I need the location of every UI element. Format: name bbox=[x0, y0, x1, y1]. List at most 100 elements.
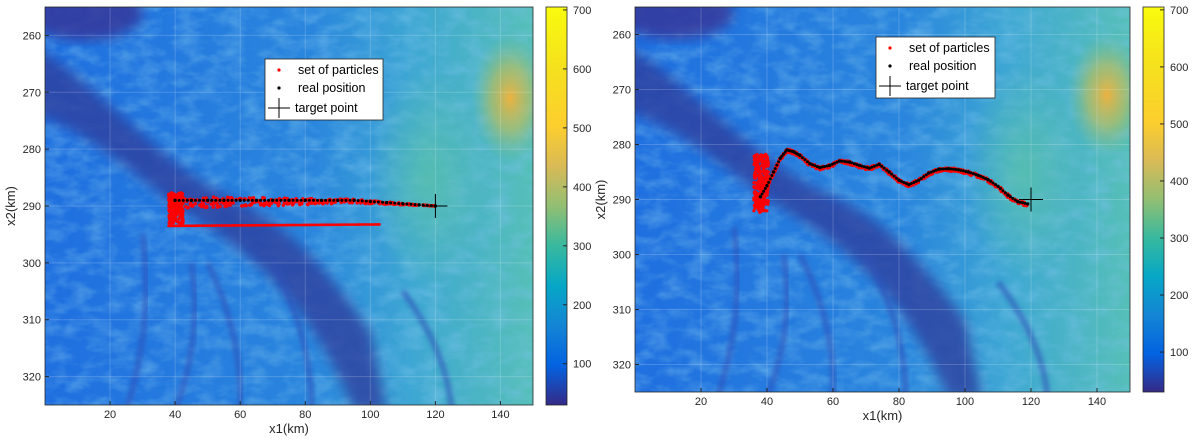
real-position-point bbox=[798, 153, 802, 158]
real-position-point bbox=[867, 166, 871, 170]
particle-point bbox=[337, 223, 340, 227]
particle-point bbox=[202, 224, 206, 228]
real-position-point bbox=[1006, 193, 1010, 197]
real-position-point bbox=[767, 180, 771, 184]
real-position-point bbox=[409, 202, 413, 206]
particle-point bbox=[294, 223, 297, 227]
real-position-point bbox=[413, 203, 417, 207]
real-position-point bbox=[996, 184, 1000, 188]
particle-point bbox=[231, 201, 235, 205]
particle-point bbox=[358, 223, 362, 226]
real-position-point bbox=[279, 198, 283, 202]
real-position-point bbox=[768, 177, 772, 181]
real-position-point bbox=[828, 163, 832, 168]
real-position-point bbox=[198, 198, 202, 202]
legend-particles-label: set of particles bbox=[298, 63, 379, 77]
real-position-point bbox=[299, 198, 303, 202]
real-position-point bbox=[892, 174, 896, 178]
particle-point bbox=[292, 223, 295, 227]
particle-cloud bbox=[167, 191, 437, 228]
particle-point bbox=[281, 203, 286, 208]
real-position-point bbox=[222, 198, 226, 203]
particle-point bbox=[340, 223, 344, 227]
real-position-point bbox=[882, 166, 886, 170]
real-position-point bbox=[389, 201, 393, 205]
x-axis-label: x1(km) bbox=[269, 421, 309, 436]
particle-point bbox=[755, 195, 759, 199]
particle-point bbox=[758, 204, 762, 208]
real-position-point bbox=[230, 198, 234, 202]
real-position-point bbox=[193, 198, 197, 202]
real-position-point bbox=[815, 165, 819, 169]
particle-point bbox=[227, 224, 231, 227]
real-position-point bbox=[949, 167, 953, 171]
real-position-point bbox=[956, 168, 961, 172]
particle-point bbox=[182, 224, 186, 228]
particle-point bbox=[229, 224, 233, 227]
particle-point bbox=[313, 223, 317, 227]
real-position-point bbox=[840, 159, 844, 163]
particle-point bbox=[243, 223, 247, 227]
real-position-point bbox=[185, 198, 189, 202]
real-position-point bbox=[259, 198, 263, 202]
real-position-point bbox=[951, 167, 955, 171]
legend-particles-label: set of particles bbox=[909, 41, 990, 55]
colorbar-tick-label: 200 bbox=[573, 300, 591, 312]
particle-point bbox=[762, 164, 766, 168]
particle-point bbox=[225, 224, 229, 227]
real-position-point bbox=[805, 160, 809, 164]
particle-point bbox=[257, 223, 260, 227]
real-position-point bbox=[971, 172, 975, 176]
particle-point bbox=[167, 214, 172, 218]
particle-point bbox=[206, 224, 210, 228]
real-position-point bbox=[250, 198, 254, 202]
real-position-point bbox=[897, 178, 901, 182]
particle-point bbox=[754, 172, 758, 176]
y-axis-label: x2(km) bbox=[3, 186, 18, 226]
particle-point bbox=[253, 223, 256, 227]
real-position-point bbox=[835, 160, 839, 164]
particle-point bbox=[752, 203, 756, 208]
real-position-point bbox=[336, 198, 340, 203]
particle-point bbox=[755, 204, 759, 208]
particle-point bbox=[240, 204, 244, 208]
real-position-point bbox=[775, 163, 779, 167]
y-tick-label: 320 bbox=[23, 372, 41, 384]
real-position-point bbox=[924, 173, 928, 177]
real-position-point bbox=[944, 167, 948, 171]
particle-point bbox=[169, 224, 172, 228]
particle-point bbox=[761, 203, 765, 207]
real-position-point bbox=[287, 198, 291, 203]
real-position-point bbox=[981, 176, 985, 179]
real-position-point bbox=[234, 198, 238, 202]
particle-point bbox=[194, 224, 198, 228]
particle-point bbox=[280, 223, 284, 227]
x-tick-label: 140 bbox=[491, 409, 509, 421]
particle-point bbox=[272, 223, 276, 227]
real-position-point bbox=[762, 189, 766, 193]
particle-point bbox=[766, 202, 770, 206]
real-position-point bbox=[872, 164, 876, 168]
real-position-point bbox=[283, 198, 287, 202]
particle-point bbox=[208, 224, 212, 228]
real-position-point bbox=[885, 168, 889, 172]
colorbar-tick-label: 200 bbox=[1170, 290, 1188, 302]
particle-point bbox=[188, 224, 192, 228]
particle-point bbox=[378, 223, 381, 226]
particle-point bbox=[346, 223, 350, 227]
colorbar-tick-label: 300 bbox=[1170, 233, 1188, 245]
colorbar-tick-label: 500 bbox=[573, 123, 591, 135]
real-position-point bbox=[782, 152, 785, 156]
colorbar-tick-label: 600 bbox=[573, 64, 591, 76]
colorbar-gradient bbox=[545, 6, 568, 406]
particle-point bbox=[184, 224, 188, 228]
particle-point bbox=[761, 154, 766, 158]
real-position-point bbox=[994, 183, 998, 187]
real-position-point bbox=[770, 173, 774, 177]
particle-point bbox=[249, 223, 253, 227]
y-tick-label: 300 bbox=[613, 250, 631, 262]
colorbar: 100 200 300 400 500 600 700 bbox=[1142, 5, 1188, 393]
real-position-point bbox=[763, 187, 767, 190]
particle-point bbox=[258, 203, 263, 207]
particle-point bbox=[175, 224, 178, 228]
